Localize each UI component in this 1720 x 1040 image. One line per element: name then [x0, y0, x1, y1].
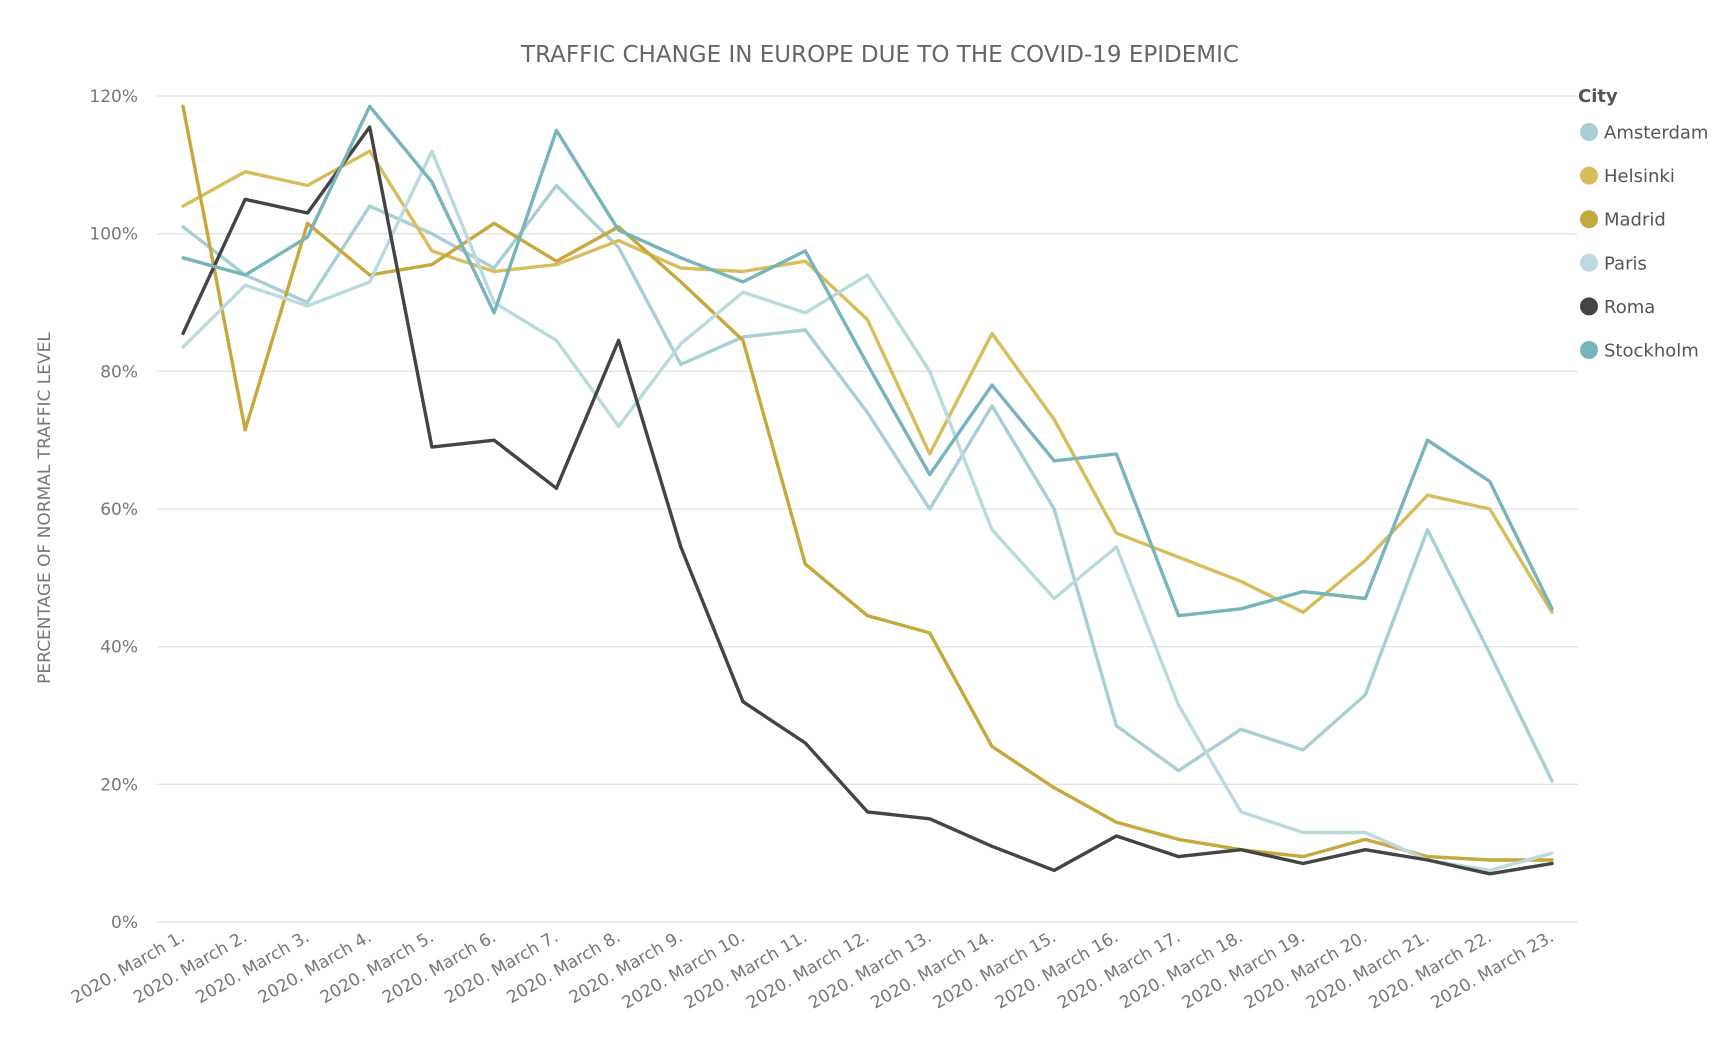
y-tick-label: 40% — [100, 638, 138, 658]
y-tick-label: 120% — [89, 87, 138, 107]
y-axis-ticks: 0% 20% 40% 60% 80% 100% 120% — [89, 87, 138, 933]
legend-marker-madrid — [1580, 210, 1598, 229]
legend-marker-roma — [1580, 297, 1598, 316]
x-axis-ticks: 2020. March 1.2020. March 2.2020. March … — [68, 927, 1557, 1013]
legend-label-paris: Paris — [1604, 253, 1647, 274]
y-tick-label: 80% — [100, 362, 138, 382]
legend-label-helsinki: Helsinki — [1604, 166, 1675, 187]
y-tick-label: 60% — [100, 500, 138, 520]
legend-title: City — [1578, 86, 1618, 107]
series-line-amsterdam — [181, 183, 1554, 783]
y-axis-title: PERCENTAGE OF NORMAL TRAFFIC LEVEL — [35, 332, 55, 684]
chart-title: TRAFFIC CHANGE IN EUROPE DUE TO THE COVI… — [520, 42, 1239, 68]
y-tick-label: 20% — [100, 775, 138, 795]
legend-marker-amsterdam — [1580, 123, 1598, 141]
legend-label-stockholm: Stockholm — [1604, 341, 1699, 362]
legend-marker-helsinki — [1580, 166, 1598, 185]
series-lines — [181, 104, 1554, 876]
series-line-stockholm — [181, 104, 1554, 618]
legend-label-roma: Roma — [1604, 297, 1655, 318]
gridlines — [157, 95, 1578, 923]
y-tick-label: 100% — [89, 225, 138, 245]
legend: City Amsterdam Helsinki Madrid Paris Roma Sto… — [1578, 86, 1708, 362]
legend-marker-stockholm — [1580, 341, 1598, 359]
legend-label-madrid: Madrid — [1604, 210, 1666, 231]
legend-label-amsterdam: Amsterdam — [1604, 123, 1708, 144]
series-line-madrid — [181, 104, 1554, 862]
y-tick-label: 0% — [111, 913, 138, 933]
series-line-paris — [181, 149, 1554, 873]
legend-marker-paris — [1580, 253, 1598, 272]
series-line-roma — [181, 125, 1554, 876]
